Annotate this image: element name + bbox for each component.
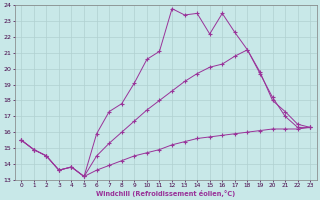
X-axis label: Windchill (Refroidissement éolien,°C): Windchill (Refroidissement éolien,°C) [96,190,236,197]
